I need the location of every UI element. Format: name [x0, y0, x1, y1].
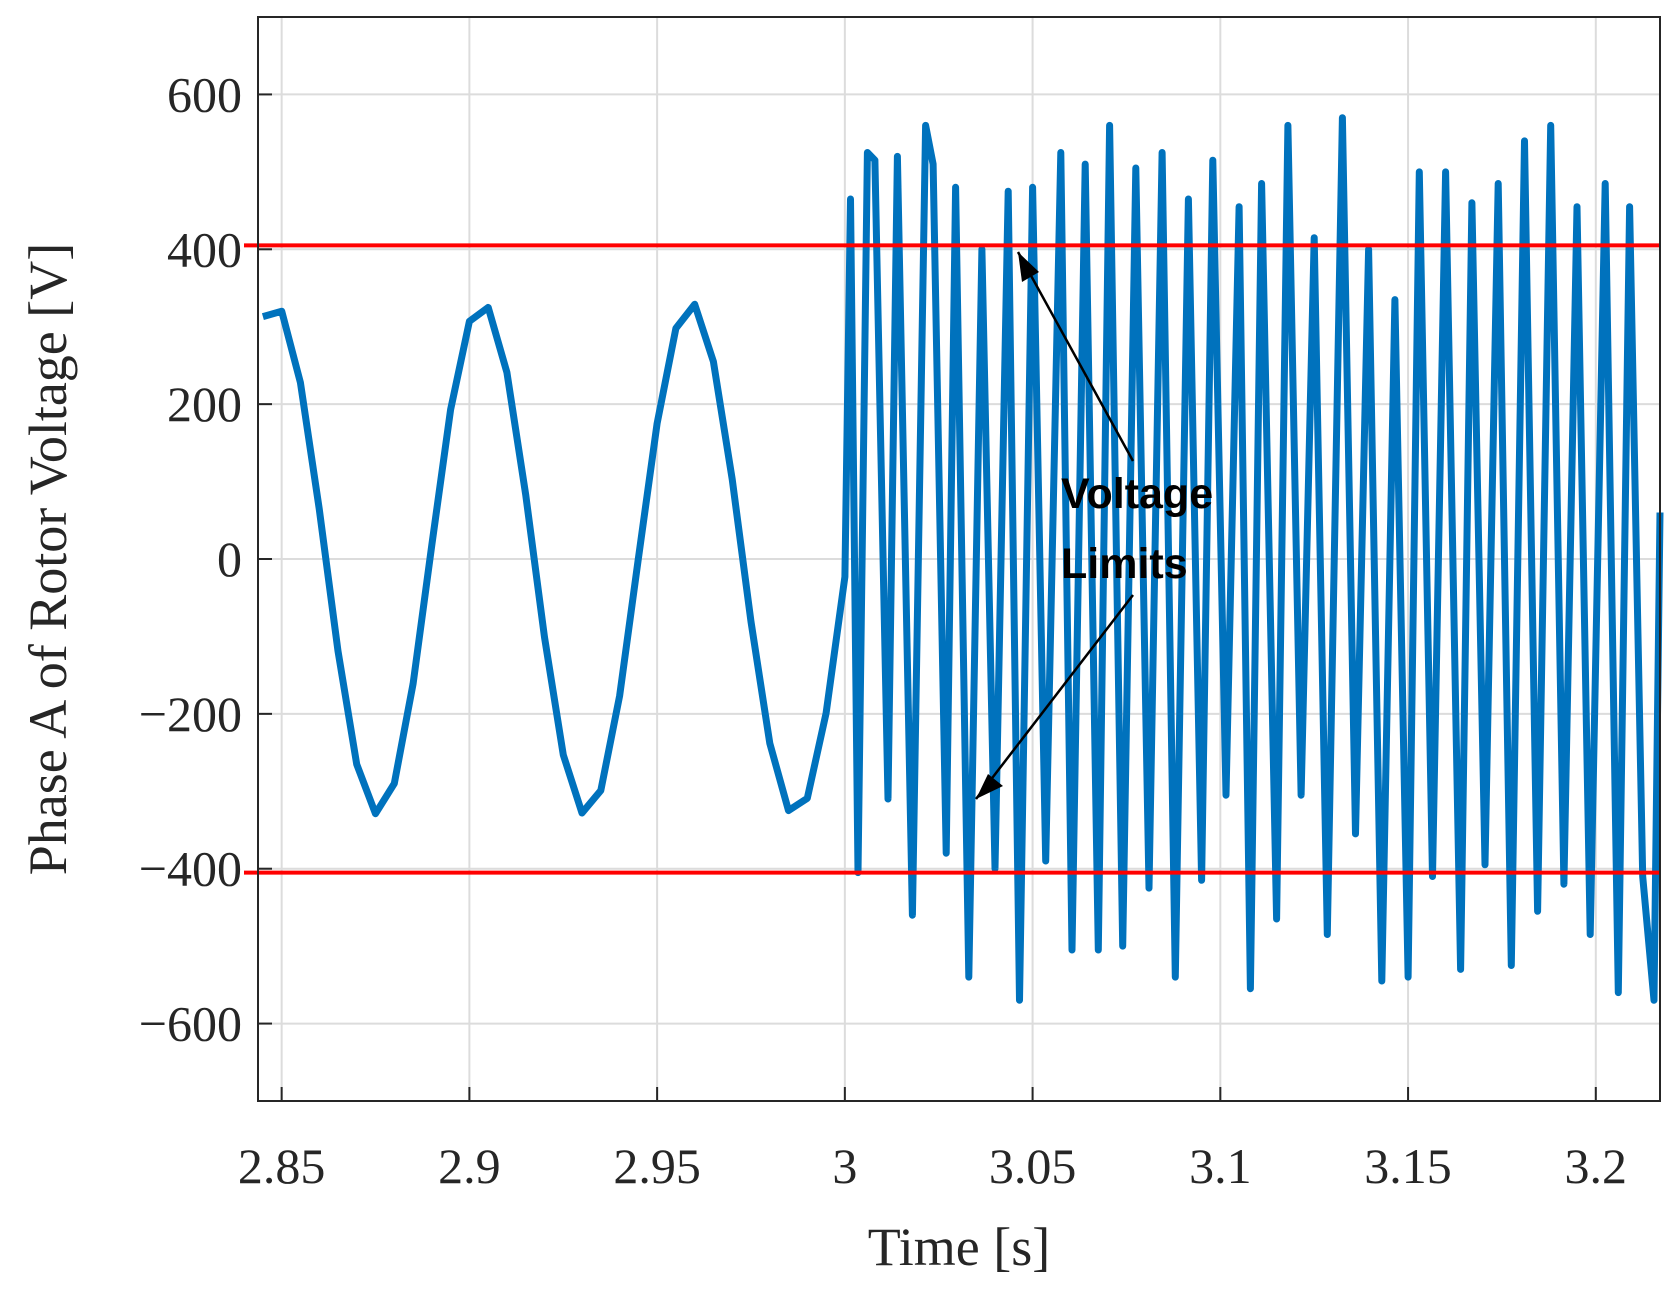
y-tick-label: 400	[167, 221, 242, 277]
x-tick-label: 2.95	[613, 1138, 701, 1194]
y-tick-label: −400	[139, 841, 242, 897]
annotation: Limits	[1061, 540, 1188, 588]
x-axis-label: Time [s]	[868, 1217, 1051, 1277]
annotation-arrow	[1016, 251, 1135, 462]
x-tick-label: 2.85	[238, 1138, 326, 1194]
x-tick-label: 2.9	[438, 1138, 501, 1194]
y-tick-label: −600	[139, 996, 242, 1052]
arrow-head	[976, 774, 1003, 799]
arrow-head	[1018, 252, 1039, 282]
y-tick-label: −200	[139, 686, 242, 742]
x-tick-label: 3.2	[1565, 1138, 1628, 1194]
x-tick-label: 3.15	[1364, 1138, 1452, 1194]
annotation-arrow	[975, 594, 1134, 800]
x-tick-label: 3	[832, 1138, 857, 1194]
plot-area	[244, 114, 1664, 1004]
x-tick-label: 3.05	[989, 1138, 1077, 1194]
y-tick-label: 200	[167, 376, 242, 432]
y-tick-label: 600	[167, 66, 242, 122]
y-tick-label: 0	[217, 531, 242, 587]
data-line	[261, 114, 1664, 1004]
x-tick-label: 3.1	[1189, 1138, 1252, 1194]
annotation: Voltage	[1061, 470, 1213, 518]
y-axis-label: Phase A of Rotor Voltage [V]	[18, 243, 78, 875]
